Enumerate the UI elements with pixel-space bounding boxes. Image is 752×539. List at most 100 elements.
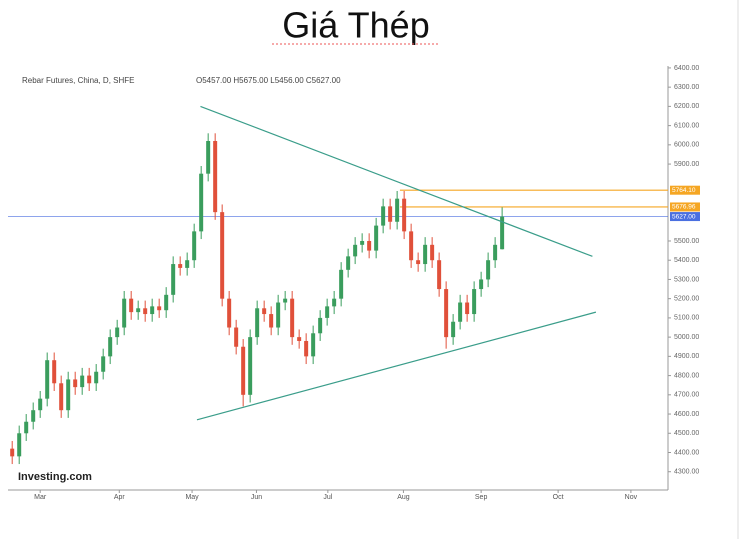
candle-body (220, 212, 225, 299)
y-tick-label: 5900.00 (674, 161, 699, 168)
candle-body (108, 337, 113, 357)
candle-body (402, 198, 407, 232)
candle-body (311, 333, 316, 357)
candle-body (10, 448, 15, 457)
candle-body (269, 314, 274, 328)
candle-body (59, 383, 64, 411)
x-tick-label: Nov (625, 494, 638, 501)
candle-body (87, 375, 92, 384)
y-tick-label: 5100.00 (674, 315, 699, 322)
x-tick-label: Mar (34, 494, 47, 501)
candle-body (395, 198, 400, 222)
y-tick-label: 5000.00 (674, 334, 699, 341)
y-tick-label: 5400.00 (674, 257, 699, 264)
candle-body (17, 433, 22, 457)
trend-line (196, 311, 597, 421)
candle-body (283, 298, 288, 303)
y-tick-label: 6300.00 (674, 84, 699, 91)
candle-body (332, 298, 337, 307)
candle-body (430, 244, 435, 261)
y-tick-label: 6200.00 (674, 103, 699, 110)
candle-body (192, 231, 197, 261)
candle-body (178, 264, 183, 268)
candle-body (80, 375, 85, 388)
candle-body (31, 410, 36, 422)
candle-body (143, 308, 148, 315)
candle-body (465, 302, 470, 315)
candle-body (255, 308, 260, 338)
price-label-box (670, 212, 700, 222)
x-tick-label: May (185, 494, 199, 501)
candle-body (423, 244, 428, 265)
x-tick-label: Apr (114, 494, 126, 501)
x-tick-label: Sep (475, 494, 488, 501)
candle-body (101, 356, 106, 372)
price-label: 5676.96 (672, 204, 696, 211)
candle-body (304, 340, 309, 357)
candle-body (360, 240, 365, 245)
candle-body (171, 264, 176, 295)
candle-body (388, 206, 393, 222)
candle-body (122, 298, 127, 328)
candle-body (367, 240, 372, 251)
candle-body (297, 337, 302, 341)
candle-body (136, 308, 141, 313)
trend-line (200, 105, 593, 257)
candle-body (73, 379, 78, 388)
candle-body (353, 244, 358, 257)
y-tick-label: 5200.00 (674, 296, 699, 303)
candle-body (241, 346, 246, 395)
y-tick-label: 4700.00 (674, 392, 699, 399)
chart-title: Giá Thép (282, 5, 429, 46)
candle-body (486, 260, 491, 280)
y-tick-label: 5500.00 (674, 238, 699, 245)
candle-body (444, 289, 449, 338)
candle-body (227, 298, 232, 328)
candle-body (199, 173, 204, 232)
chart-header: Rebar Futures, China, D, SHFE (22, 76, 134, 85)
y-tick-label: 6000.00 (674, 142, 699, 149)
candle-body (45, 360, 50, 399)
y-tick-label: 5300.00 (674, 276, 699, 283)
candle-body (325, 306, 330, 318)
price-label-box (670, 202, 700, 212)
candle-body (416, 260, 421, 265)
ohlc-text: O5457.00 H5675.00 L5456.00 C5627.00 (196, 76, 341, 85)
candle-body (290, 298, 295, 338)
y-tick-label: 4300.00 (674, 469, 699, 476)
candle-body (213, 140, 218, 213)
x-tick-label: Oct (553, 494, 564, 501)
x-tick-label: Jun (251, 494, 262, 501)
candle-body (150, 306, 155, 315)
candle-body (381, 206, 386, 226)
candle-body (500, 216, 505, 250)
price-label-box (670, 185, 700, 195)
y-tick-label: 6100.00 (674, 122, 699, 129)
candle-body (276, 302, 281, 328)
candle-body (52, 360, 57, 384)
y-tick-label: 4400.00 (674, 449, 699, 456)
candle-body (437, 260, 442, 290)
candle-body (262, 308, 267, 315)
candle-body (129, 298, 134, 313)
watermark: Investing.com (18, 471, 92, 483)
y-tick-label: 6400.00 (674, 65, 699, 72)
candle-body (479, 279, 484, 290)
candle-body (234, 327, 239, 347)
candle-body (115, 327, 120, 338)
candle-body (164, 294, 169, 311)
price-label: 5764.10 (672, 187, 696, 194)
candle-body (409, 231, 414, 261)
x-tick-label: Aug (397, 494, 410, 501)
candle-body (94, 371, 99, 384)
y-tick-label: 4800.00 (674, 372, 699, 379)
candle-body (346, 256, 351, 270)
y-tick-label: 4900.00 (674, 353, 699, 360)
y-tick-label: 4500.00 (674, 430, 699, 437)
price-label: 5627.00 (672, 213, 696, 220)
candle-body (339, 269, 344, 299)
candle-body (66, 379, 71, 411)
candle-body (248, 337, 253, 395)
